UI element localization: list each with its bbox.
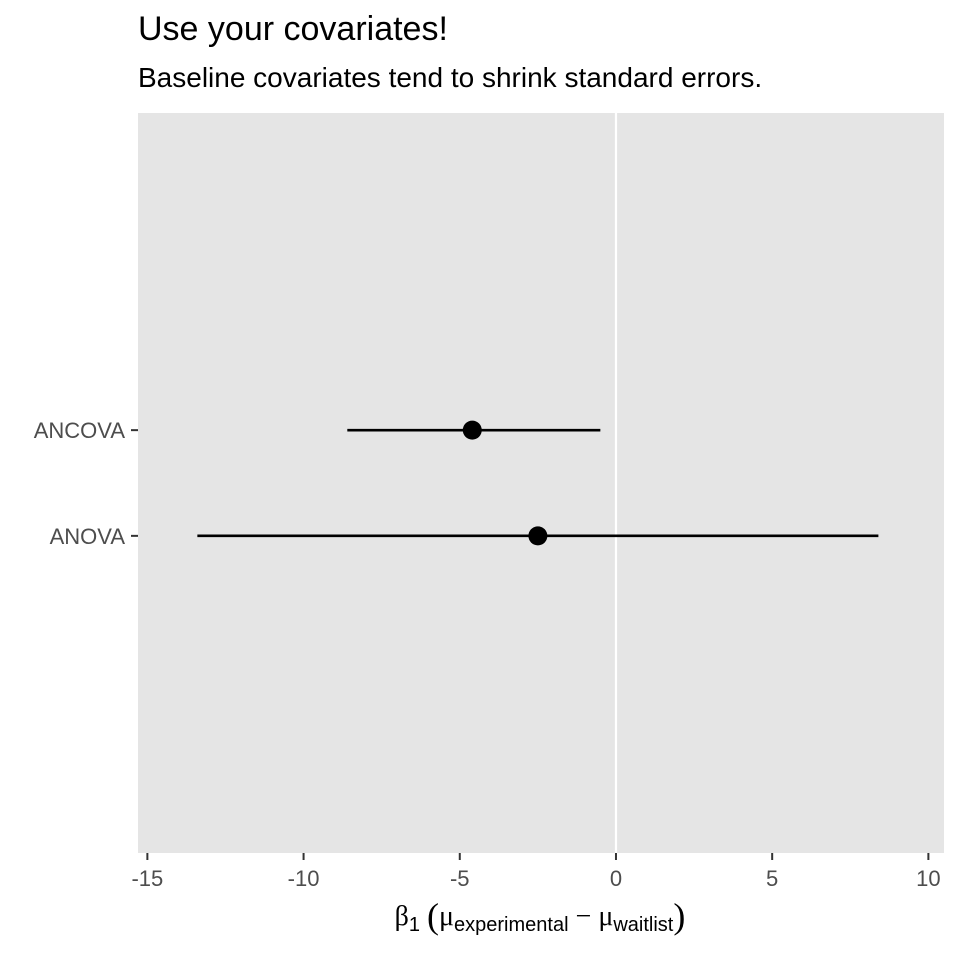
point-estimate [462, 420, 482, 440]
mu-waitlist-subscript: waitlist [613, 914, 674, 936]
beta-symbol: β [394, 901, 409, 932]
y-tick-label: ANCOVA [34, 418, 126, 443]
beta-subscript: 1 [408, 914, 420, 936]
chart-title: Use your covariates! [138, 10, 448, 48]
x-tick-label: 10 [916, 866, 940, 891]
point-estimate [528, 526, 548, 546]
mu-experimental-symbol: μ [439, 901, 455, 932]
mu-experimental-subscript: experimental [454, 914, 569, 936]
x-tick-label: -15 [131, 866, 163, 891]
minus-sign: − [575, 901, 592, 932]
x-tick-label: 0 [610, 866, 622, 891]
mu-waitlist-symbol: μ [598, 901, 614, 932]
chart-subtitle: Baseline covariates tend to shrink stand… [138, 62, 763, 93]
plot-panel [138, 113, 944, 853]
y-tick-label: ANOVA [50, 524, 126, 549]
close-paren: ) [673, 896, 686, 936]
x-tick-label: 5 [766, 866, 778, 891]
x-axis-label: β1 (μexperimental − μwaitlist) [0, 895, 960, 937]
x-tick-label: -10 [288, 866, 320, 891]
open-paren: ( [427, 896, 439, 936]
x-tick-label: -5 [450, 866, 470, 891]
